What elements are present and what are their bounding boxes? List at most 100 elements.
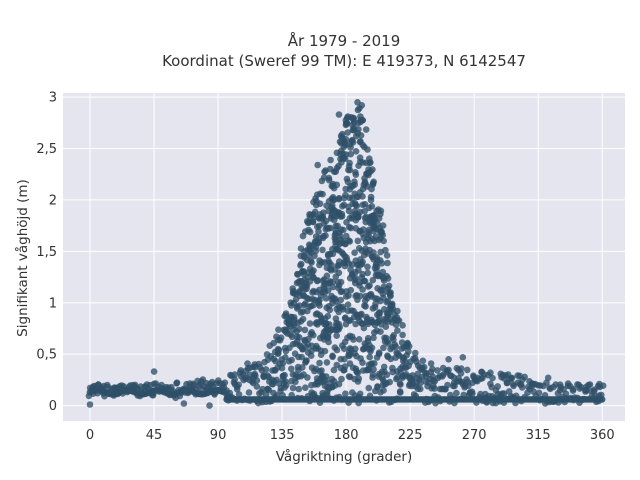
y-tick-labels: 0 0,5 1 1,5 2 2,5 3 [36,91,57,414]
data-point [359,286,366,293]
data-point [346,345,354,352]
data-point [253,377,261,384]
data-point [516,372,523,380]
data-point [569,387,577,395]
x-tick-label: 45 [146,428,163,443]
data-point [379,290,387,297]
data-point [364,334,372,342]
data-point [359,270,366,278]
data-point [394,374,401,381]
data-point [366,353,374,361]
data-point [384,275,392,282]
data-point [299,315,307,323]
data-point [359,117,367,124]
data-point [380,344,387,352]
data-point [459,354,467,361]
data-point [370,366,377,373]
data-point [457,365,465,372]
data-point [347,286,355,294]
data-point [375,215,383,222]
data-point [324,287,332,294]
data-point [391,341,399,348]
data-point [356,292,364,300]
data-point [374,383,381,391]
data-point [346,238,354,245]
data-point [598,396,606,403]
data-point [405,348,412,355]
data-point [477,390,484,398]
data-point [347,150,355,158]
data-point [404,340,411,348]
y-tick-label: 1 [49,296,57,311]
data-point [329,353,336,361]
data-point [323,359,331,366]
data-point [344,129,351,136]
data-point [358,102,366,109]
data-point [457,370,465,377]
data-point [330,366,338,374]
data-point [369,276,377,284]
data-point [364,146,371,153]
y-tick-label: 1,5 [36,245,57,260]
data-point [464,366,471,374]
data-point [354,237,362,245]
data-point [288,356,296,364]
data-point [429,365,436,373]
data-point [370,249,377,256]
data-point [333,346,341,354]
data-point [382,323,390,331]
data-point [489,374,496,382]
data-point [333,332,341,340]
data-point [352,365,360,373]
data-point [417,379,424,387]
data-point [235,381,242,389]
data-point [314,277,321,284]
data-point [295,334,303,341]
data-point [348,136,356,144]
data-point [306,320,314,327]
data-point [288,365,295,373]
x-tick-label: 90 [210,428,227,443]
data-point [335,269,343,277]
data-point [366,282,373,289]
data-point [328,261,335,269]
data-point [319,190,326,198]
data-point [338,213,346,220]
data-point [453,389,460,397]
data-point [288,333,296,341]
data-point [368,203,376,210]
data-point [308,259,315,266]
data-point [434,367,441,374]
data-point [445,356,452,363]
data-point [487,369,494,377]
data-point [510,382,517,390]
data-point [310,267,317,274]
data-point [394,327,401,334]
data-point [387,292,394,300]
data-point [359,193,366,200]
data-point [386,378,394,386]
data-point [316,312,324,319]
data-point [444,381,451,389]
data-point [376,309,383,316]
data-point [333,181,341,189]
data-point [281,371,288,379]
y-axis-label: Signifikant våghöjd (m) [14,179,31,337]
x-tick-label: 0 [86,428,94,443]
data-point [275,380,283,387]
data-point [319,246,326,254]
data-point [351,249,358,256]
data-point [388,301,396,309]
data-point [344,301,352,309]
data-point [521,373,528,381]
x-tick-label: 315 [526,428,551,443]
data-point [333,164,341,172]
data-point [356,390,364,398]
data-point [275,346,283,354]
data-point [367,193,375,201]
data-point [253,383,261,390]
data-point [380,387,387,394]
data-point [345,292,352,299]
data-point [380,237,388,245]
